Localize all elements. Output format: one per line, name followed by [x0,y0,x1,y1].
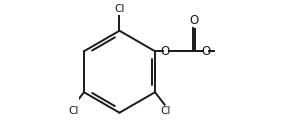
Text: Cl: Cl [68,106,79,116]
Text: O: O [201,45,210,58]
Text: Cl: Cl [160,106,171,116]
Text: Cl: Cl [114,4,125,14]
Text: O: O [160,45,170,58]
Text: O: O [190,14,199,27]
